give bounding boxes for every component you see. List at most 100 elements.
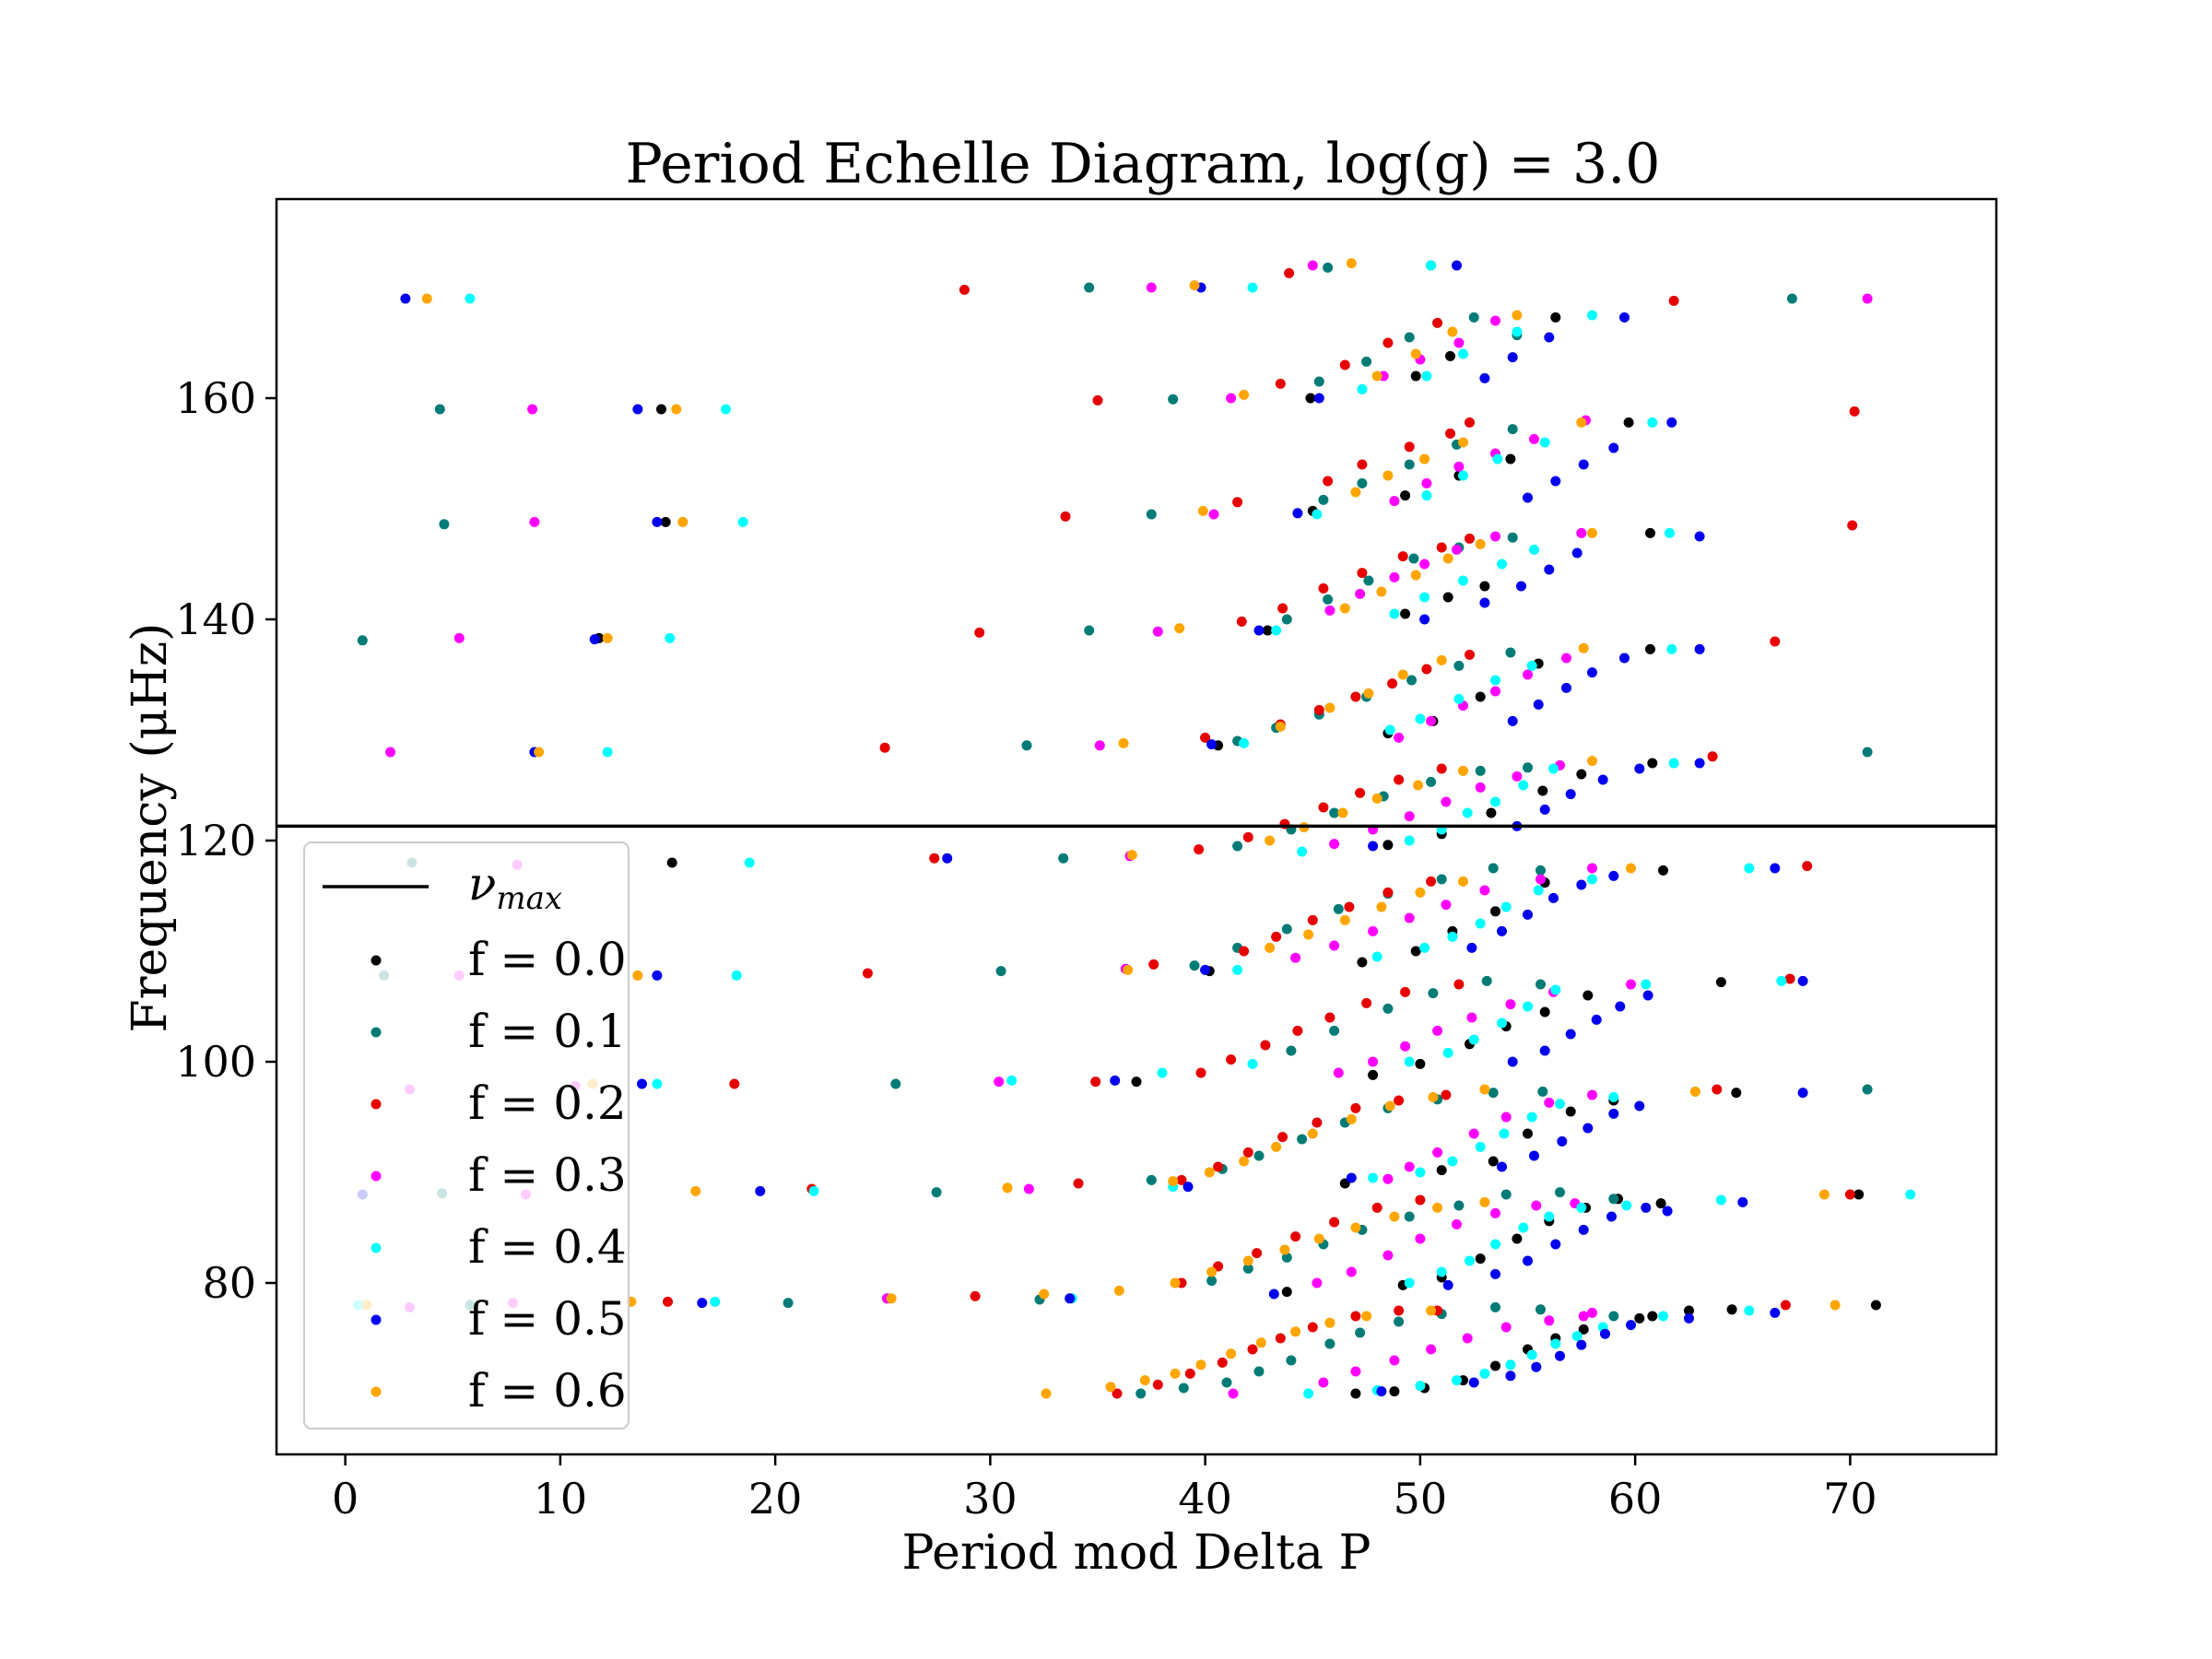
legend-marker	[371, 1242, 382, 1253]
data-point	[1784, 973, 1795, 984]
data-point	[1539, 437, 1550, 448]
x-tick-label: 60	[1608, 1474, 1663, 1524]
data-point	[1488, 1088, 1499, 1099]
data-point	[1277, 603, 1288, 614]
data-point	[1112, 1388, 1123, 1399]
data-point	[1642, 990, 1653, 1001]
data-point	[1608, 442, 1619, 453]
legend: νmax f = 0.0 f = 0.1 f = 0.2 f = 0.3 f = 0.4 f…	[303, 841, 629, 1430]
x-axis-label: Period mod Delta P	[902, 1525, 1371, 1581]
data-point	[1797, 975, 1808, 986]
data-point	[1531, 1361, 1542, 1372]
data-point	[1432, 1147, 1443, 1158]
data-point	[1312, 1117, 1323, 1128]
data-point	[1092, 394, 1103, 406]
data-point	[1465, 417, 1475, 428]
data-point	[1329, 839, 1340, 850]
data-point	[1389, 1355, 1400, 1366]
data-point	[1303, 929, 1314, 940]
data-point	[1376, 901, 1387, 912]
data-point	[1350, 487, 1361, 498]
data-point	[1232, 964, 1243, 975]
data-point	[1668, 295, 1679, 306]
data-point	[663, 1296, 673, 1307]
data-point	[1526, 1349, 1537, 1360]
data-point	[1350, 691, 1361, 702]
data-point	[1206, 1266, 1218, 1277]
x-tick-label: 40	[1178, 1474, 1232, 1524]
data-point	[1870, 1300, 1881, 1311]
data-point	[1666, 643, 1677, 654]
data-point	[1170, 1277, 1181, 1288]
legend-marker	[371, 1314, 382, 1325]
data-point	[1462, 1333, 1473, 1344]
data-point	[1862, 747, 1873, 758]
data-point	[1576, 527, 1587, 538]
data-point	[1146, 1174, 1157, 1185]
x-tick-label: 0	[332, 1474, 359, 1524]
data-point	[1500, 1322, 1512, 1333]
data-point	[1415, 1233, 1426, 1244]
data-point	[1387, 678, 1398, 689]
data-point	[1479, 1084, 1490, 1095]
data-point	[1436, 654, 1447, 665]
data-point	[1339, 603, 1350, 614]
data-point	[660, 516, 671, 527]
data-point	[1277, 1132, 1288, 1143]
data-point	[1232, 497, 1243, 508]
data-point	[1847, 520, 1858, 531]
data-point	[1465, 649, 1475, 660]
data-point	[886, 1293, 897, 1304]
data-point	[1623, 417, 1634, 428]
data-point	[1426, 715, 1437, 726]
data-point	[1126, 850, 1137, 861]
data-point	[1587, 874, 1597, 885]
data-point	[1539, 1006, 1550, 1018]
data-point	[1197, 505, 1208, 516]
data-point	[1583, 990, 1594, 1001]
data-point	[1445, 428, 1455, 439]
y-tick-label: 160	[175, 373, 256, 423]
data-point	[1307, 260, 1318, 271]
data-point	[1694, 758, 1705, 769]
data-point	[1468, 312, 1479, 323]
data-point	[1591, 1014, 1602, 1025]
data-point	[1583, 1123, 1594, 1134]
data-point	[1497, 925, 1507, 936]
data-point	[1290, 1326, 1301, 1337]
y-tick-label: 120	[175, 816, 256, 865]
data-point	[1544, 332, 1555, 343]
data-point	[1426, 260, 1437, 271]
data-point	[1447, 326, 1458, 337]
data-point	[1324, 605, 1335, 616]
data-point	[1479, 581, 1490, 592]
data-point	[1441, 1089, 1452, 1100]
data-point	[1500, 1189, 1512, 1200]
legend-marker	[371, 955, 382, 966]
data-point	[1466, 1012, 1477, 1023]
data-point	[465, 293, 476, 304]
data-point	[1368, 841, 1379, 852]
data-point	[1313, 704, 1324, 715]
data-point	[1404, 1211, 1415, 1222]
data-point	[1323, 476, 1334, 487]
data-point	[1571, 1331, 1583, 1342]
data-point	[1174, 623, 1185, 634]
data-point	[1200, 964, 1211, 975]
data-point	[1195, 1359, 1206, 1371]
data-point	[1419, 453, 1430, 465]
data-point	[1452, 1218, 1462, 1230]
data-point	[1255, 1337, 1266, 1348]
data-point	[677, 516, 688, 527]
data-point	[1271, 931, 1282, 942]
data-point	[1548, 892, 1559, 903]
data-point	[690, 1185, 701, 1196]
data-point	[1458, 348, 1468, 359]
data-point	[1655, 1198, 1666, 1209]
data-point	[589, 634, 600, 645]
data-point	[534, 747, 545, 758]
data-point	[1415, 1381, 1426, 1392]
data-point	[1770, 863, 1781, 874]
data-point	[1490, 1207, 1500, 1218]
data-point	[1475, 538, 1486, 549]
